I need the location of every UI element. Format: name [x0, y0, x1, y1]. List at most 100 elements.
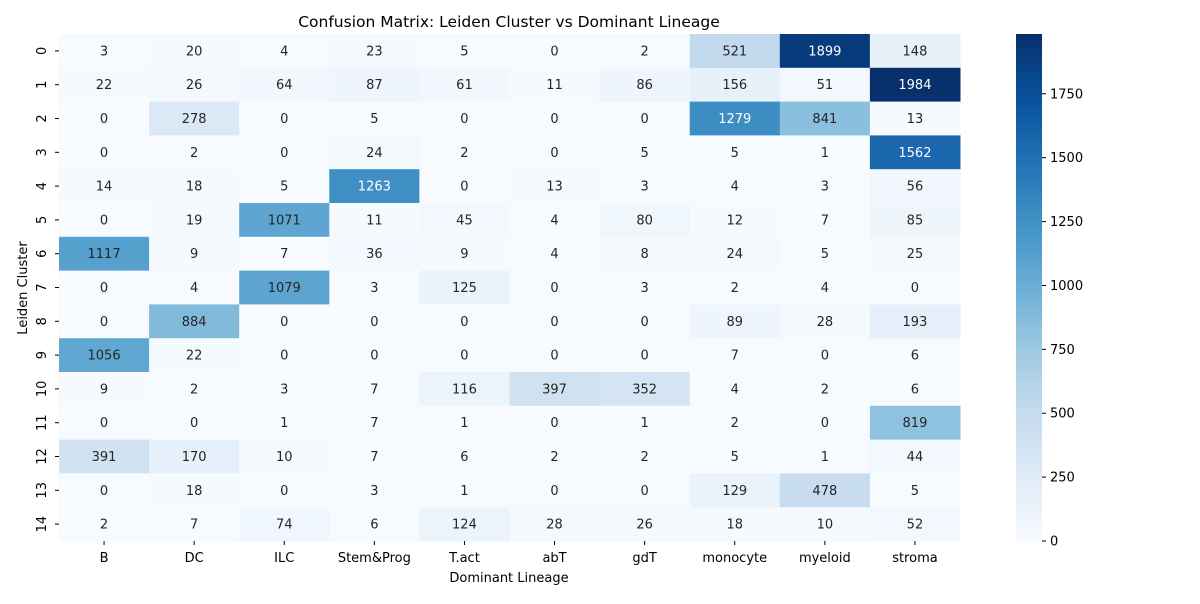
heatmap-cell	[149, 473, 240, 508]
heatmap-cell	[509, 135, 601, 170]
heatmap-cell	[239, 203, 330, 238]
heatmap-cell	[239, 270, 330, 305]
heatmap-cell	[509, 203, 601, 238]
heatmap-cell	[689, 67, 781, 103]
y-tick-label: 0	[35, 47, 50, 55]
cell-value-label: 4	[731, 382, 739, 397]
heatmap-cell	[149, 135, 240, 170]
cell-value-label: 56	[907, 180, 924, 195]
heatmap-cell	[329, 270, 420, 305]
colorbar-tick-label: 750	[1050, 343, 1075, 358]
cell-value-label: 0	[460, 315, 468, 330]
cell-value-label: 0	[641, 484, 649, 499]
cell-value-label: 352	[632, 382, 657, 397]
heatmap-cell	[869, 439, 961, 474]
heatmap-cell	[329, 135, 420, 170]
cell-value-label: 6	[370, 518, 378, 533]
heatmap-cell	[239, 236, 330, 272]
heatmap-cell	[59, 67, 150, 103]
cell-value-label: 9	[190, 247, 198, 262]
cell-value-label: 9	[460, 247, 468, 262]
heatmap-cell	[509, 473, 601, 508]
heatmap-cell	[869, 203, 961, 238]
cell-value-label: 80	[636, 213, 653, 228]
heatmap-cell	[329, 405, 420, 441]
heatmap-cell	[779, 34, 871, 69]
colorbar-tick-label: 0	[1050, 535, 1058, 550]
heatmap-cell	[599, 507, 691, 542]
heatmap-cell	[599, 372, 691, 407]
heatmap-cell	[509, 372, 601, 407]
cell-value-label: 1071	[268, 213, 301, 228]
cell-value-label: 45	[456, 213, 473, 228]
heatmap-cell	[239, 372, 330, 407]
colorbar-tick-label: 500	[1050, 407, 1075, 422]
heatmap-cell	[239, 405, 330, 441]
cell-value-label: 18	[186, 484, 203, 499]
heatmap-cell	[329, 101, 420, 136]
cell-value-label: 0	[100, 484, 108, 499]
heatmap-cell	[689, 372, 781, 407]
cell-value-label: 12	[726, 213, 743, 228]
y-tick-label: 3	[35, 148, 50, 156]
heatmap-cell	[329, 372, 420, 407]
cell-value-label: 8	[641, 247, 649, 262]
heatmap-cell	[869, 304, 961, 339]
heatmap-cell	[419, 372, 510, 407]
cell-value-label: 0	[550, 349, 558, 364]
heatmap-cell	[419, 169, 510, 204]
cell-value-label: 170	[182, 450, 207, 465]
heatmap-cell	[779, 405, 871, 441]
heatmap-cell	[149, 34, 240, 69]
heatmap-cell	[689, 473, 781, 508]
cell-value-label: 0	[911, 281, 919, 296]
cell-value-label: 26	[186, 78, 203, 93]
heatmap-cell	[59, 338, 150, 373]
cell-value-label: 1279	[718, 112, 751, 127]
heatmap-cell	[869, 135, 961, 170]
cell-value-label: 1	[280, 416, 288, 431]
cell-value-label: 3	[100, 44, 108, 59]
cell-value-label: 11	[366, 213, 383, 228]
cell-value-label: 819	[903, 416, 928, 431]
cell-value-label: 24	[366, 146, 383, 161]
heatmap-cell	[149, 203, 240, 238]
heatmap-cell	[329, 169, 420, 204]
heatmap-cell	[239, 135, 330, 170]
y-axis-label: Leiden Cluster	[16, 241, 31, 335]
heatmap-cell	[239, 439, 330, 474]
cell-value-label: 0	[460, 349, 468, 364]
cell-value-label: 156	[722, 78, 747, 93]
heatmap-cell	[779, 203, 871, 238]
x-tick-label: gdT	[632, 551, 657, 566]
cell-value-label: 3	[641, 281, 649, 296]
heatmap-cell	[149, 304, 240, 339]
cell-value-label: 2	[190, 146, 198, 161]
cell-value-label: 1117	[88, 247, 121, 262]
cell-value-label: 1	[641, 416, 649, 431]
cell-value-label: 3	[821, 180, 829, 195]
colorbar-tick-label: 1500	[1050, 151, 1083, 166]
cell-value-label: 0	[100, 112, 108, 127]
heatmap-cell	[599, 236, 691, 272]
heatmap-cell	[329, 338, 420, 373]
heatmap-cell	[599, 101, 691, 136]
heatmap-cell	[149, 372, 240, 407]
heatmap-cell	[599, 338, 691, 373]
cell-value-label: 3	[641, 180, 649, 195]
y-tick-label: 7	[35, 283, 50, 291]
cell-value-label: 116	[452, 382, 477, 397]
colorbar: 0 250 500 750 1000 1250 1500 1750	[1016, 34, 1083, 550]
cell-value-label: 18	[726, 518, 743, 533]
cell-value-label: 6	[911, 382, 919, 397]
cell-value-label: 1056	[88, 349, 121, 364]
cell-value-label: 1562	[898, 146, 931, 161]
heatmap-cell	[329, 473, 420, 508]
y-tick-label: 9	[35, 351, 50, 359]
y-tick-label: 2	[35, 114, 50, 122]
x-tick-label: B	[100, 551, 109, 566]
heatmap-cell	[779, 372, 871, 407]
heatmap-cell	[419, 270, 510, 305]
cell-value-label: 148	[903, 44, 928, 59]
cell-value-label: 5	[641, 146, 649, 161]
